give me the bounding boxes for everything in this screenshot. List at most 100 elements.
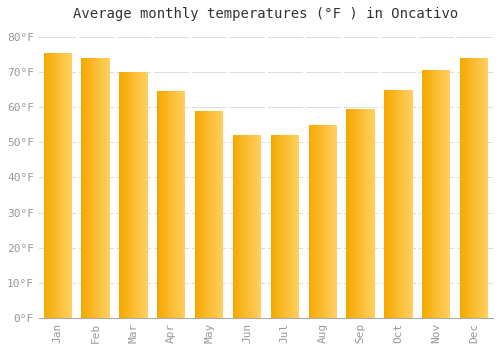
Bar bbox=[462, 58, 463, 318]
Bar bbox=[354, 109, 355, 318]
Bar bbox=[400, 90, 402, 318]
Bar bbox=[372, 109, 373, 318]
Bar bbox=[470, 58, 472, 318]
Bar bbox=[157, 91, 158, 318]
Bar bbox=[163, 91, 164, 318]
Bar bbox=[160, 91, 161, 318]
Bar bbox=[125, 72, 126, 318]
Bar bbox=[445, 70, 446, 318]
Bar bbox=[91, 58, 92, 318]
Bar bbox=[408, 90, 409, 318]
Bar bbox=[422, 70, 423, 318]
Bar bbox=[134, 72, 136, 318]
Bar bbox=[222, 111, 224, 318]
Bar bbox=[46, 52, 48, 318]
Bar bbox=[296, 135, 297, 318]
Bar bbox=[369, 109, 370, 318]
Bar bbox=[52, 52, 53, 318]
Bar bbox=[249, 135, 250, 318]
Bar bbox=[484, 58, 486, 318]
Bar bbox=[319, 125, 320, 318]
Bar bbox=[53, 52, 54, 318]
Bar bbox=[472, 58, 473, 318]
Bar bbox=[103, 58, 104, 318]
Bar bbox=[248, 135, 249, 318]
Bar bbox=[71, 52, 72, 318]
Bar bbox=[233, 135, 234, 318]
Title: Average monthly temperatures (°F ) in Oncativo: Average monthly temperatures (°F ) in On… bbox=[74, 7, 458, 21]
Bar bbox=[236, 135, 238, 318]
Bar bbox=[180, 91, 181, 318]
Bar bbox=[332, 125, 333, 318]
Bar bbox=[370, 109, 371, 318]
Bar bbox=[437, 70, 438, 318]
Bar bbox=[197, 111, 198, 318]
Bar bbox=[390, 90, 391, 318]
Bar bbox=[127, 72, 128, 318]
Bar bbox=[175, 91, 176, 318]
Bar bbox=[328, 125, 330, 318]
Bar bbox=[386, 90, 387, 318]
Bar bbox=[406, 90, 407, 318]
Bar bbox=[466, 58, 468, 318]
Bar bbox=[182, 91, 184, 318]
Bar bbox=[357, 109, 358, 318]
Bar bbox=[326, 125, 328, 318]
Bar bbox=[364, 109, 366, 318]
Bar bbox=[392, 90, 394, 318]
Bar bbox=[67, 52, 68, 318]
Bar bbox=[479, 58, 480, 318]
Bar bbox=[108, 58, 109, 318]
Bar bbox=[320, 125, 321, 318]
Bar bbox=[283, 135, 284, 318]
Bar bbox=[215, 111, 216, 318]
Bar bbox=[318, 125, 319, 318]
Bar bbox=[120, 72, 121, 318]
Bar bbox=[123, 72, 124, 318]
Bar bbox=[158, 91, 159, 318]
Bar bbox=[388, 90, 389, 318]
Bar bbox=[210, 111, 211, 318]
Bar bbox=[212, 111, 213, 318]
Bar bbox=[404, 90, 405, 318]
Bar bbox=[276, 135, 278, 318]
Bar bbox=[298, 135, 299, 318]
Bar bbox=[314, 125, 315, 318]
Bar bbox=[394, 90, 396, 318]
Bar bbox=[181, 91, 182, 318]
Bar bbox=[274, 135, 276, 318]
Bar bbox=[358, 109, 360, 318]
Bar bbox=[331, 125, 332, 318]
Bar bbox=[335, 125, 336, 318]
Bar bbox=[407, 90, 408, 318]
Bar bbox=[410, 90, 412, 318]
Bar bbox=[278, 135, 279, 318]
Bar bbox=[177, 91, 178, 318]
Bar bbox=[434, 70, 436, 318]
Bar bbox=[477, 58, 478, 318]
Bar bbox=[282, 135, 283, 318]
Bar bbox=[285, 135, 286, 318]
Bar bbox=[441, 70, 442, 318]
Bar bbox=[64, 52, 66, 318]
Bar bbox=[49, 52, 50, 318]
Bar bbox=[56, 52, 57, 318]
Bar bbox=[396, 90, 398, 318]
Bar bbox=[166, 91, 168, 318]
Bar bbox=[68, 52, 69, 318]
Bar bbox=[242, 135, 243, 318]
Bar bbox=[70, 52, 71, 318]
Bar bbox=[96, 58, 98, 318]
Bar bbox=[436, 70, 437, 318]
Bar bbox=[391, 90, 392, 318]
Bar bbox=[440, 70, 441, 318]
Bar bbox=[316, 125, 317, 318]
Bar bbox=[206, 111, 208, 318]
Bar bbox=[474, 58, 475, 318]
Bar bbox=[86, 58, 87, 318]
Bar bbox=[475, 58, 476, 318]
Bar bbox=[288, 135, 290, 318]
Bar bbox=[159, 91, 160, 318]
Bar bbox=[204, 111, 206, 318]
Bar bbox=[387, 90, 388, 318]
